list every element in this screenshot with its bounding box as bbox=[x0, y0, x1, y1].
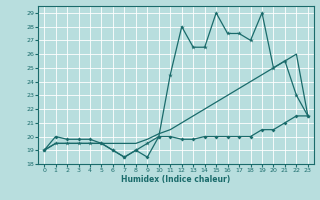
X-axis label: Humidex (Indice chaleur): Humidex (Indice chaleur) bbox=[121, 175, 231, 184]
